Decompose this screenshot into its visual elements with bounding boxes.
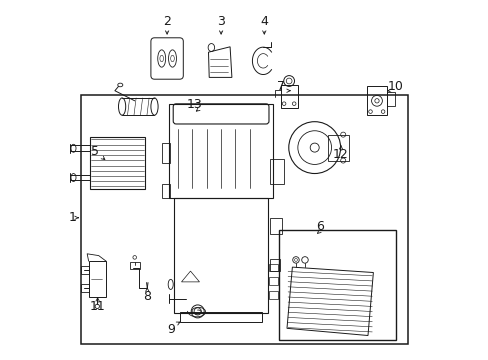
- Text: 9: 9: [166, 323, 174, 336]
- Bar: [162, 184, 169, 198]
- Bar: [89, 137, 145, 189]
- Bar: [269, 259, 280, 271]
- Text: 2: 2: [163, 15, 171, 28]
- Text: 3: 3: [217, 15, 224, 28]
- Text: 13: 13: [186, 98, 202, 111]
- Bar: [268, 277, 277, 285]
- Bar: [130, 262, 140, 269]
- Bar: [88, 261, 106, 297]
- Text: 4: 4: [260, 15, 268, 28]
- Text: 1: 1: [68, 211, 76, 224]
- Bar: [386, 92, 394, 106]
- Bar: [81, 266, 88, 274]
- Bar: [81, 284, 88, 292]
- Bar: [81, 95, 407, 344]
- Bar: [168, 104, 273, 198]
- Bar: [278, 230, 395, 340]
- Text: 12: 12: [332, 148, 348, 161]
- Text: 11: 11: [90, 300, 105, 313]
- Bar: [366, 86, 386, 115]
- Bar: [162, 143, 169, 163]
- Bar: [280, 85, 297, 108]
- Bar: [268, 291, 277, 299]
- Bar: [179, 312, 262, 322]
- Text: 5: 5: [91, 145, 99, 158]
- Text: 10: 10: [387, 80, 403, 93]
- Text: 7: 7: [276, 80, 284, 93]
- Text: 6: 6: [316, 220, 324, 233]
- Bar: [268, 264, 277, 271]
- Bar: [269, 218, 282, 234]
- Text: 8: 8: [143, 291, 151, 303]
- Bar: [174, 198, 267, 313]
- Bar: [327, 135, 348, 161]
- Bar: [269, 158, 284, 184]
